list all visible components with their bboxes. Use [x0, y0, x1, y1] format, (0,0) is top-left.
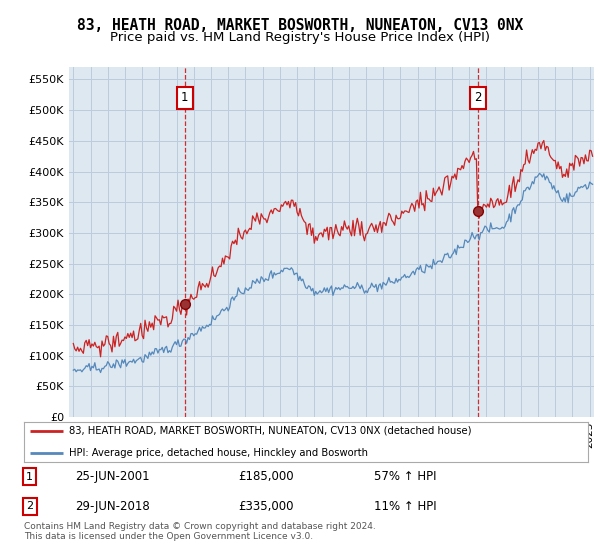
Text: Contains HM Land Registry data © Crown copyright and database right 2024.
This d: Contains HM Land Registry data © Crown c… — [24, 522, 376, 542]
Text: 1: 1 — [181, 91, 188, 104]
Text: 2: 2 — [474, 91, 481, 104]
Text: £185,000: £185,000 — [238, 470, 294, 483]
Text: 1: 1 — [26, 472, 33, 482]
Text: 29-JUN-2018: 29-JUN-2018 — [75, 500, 149, 513]
Text: 2: 2 — [26, 501, 33, 511]
Text: 83, HEATH ROAD, MARKET BOSWORTH, NUNEATON, CV13 0NX (detached house): 83, HEATH ROAD, MARKET BOSWORTH, NUNEATO… — [69, 426, 472, 436]
Text: 83, HEATH ROAD, MARKET BOSWORTH, NUNEATON, CV13 0NX: 83, HEATH ROAD, MARKET BOSWORTH, NUNEATO… — [77, 18, 523, 33]
Text: 57% ↑ HPI: 57% ↑ HPI — [374, 470, 436, 483]
Text: 11% ↑ HPI: 11% ↑ HPI — [374, 500, 436, 513]
Text: HPI: Average price, detached house, Hinckley and Bosworth: HPI: Average price, detached house, Hinc… — [69, 448, 368, 458]
Text: £335,000: £335,000 — [238, 500, 294, 513]
Text: Price paid vs. HM Land Registry's House Price Index (HPI): Price paid vs. HM Land Registry's House … — [110, 31, 490, 44]
Text: 25-JUN-2001: 25-JUN-2001 — [75, 470, 149, 483]
